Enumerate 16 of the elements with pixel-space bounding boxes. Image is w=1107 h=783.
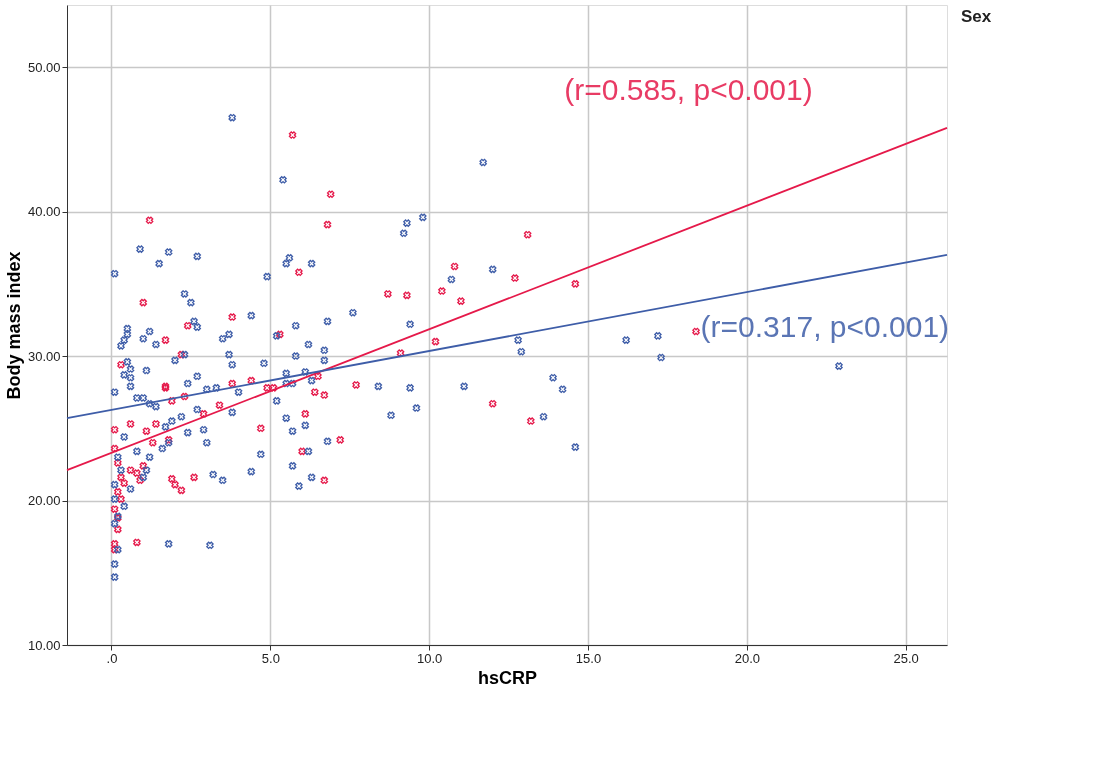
x-tick-label: .0 xyxy=(106,650,118,666)
y-tick-label: 20.00 xyxy=(27,493,61,509)
x-tick-label: 10.0 xyxy=(417,650,443,666)
y-tick-label: 30.00 xyxy=(27,348,61,364)
y-tick-label: 50.00 xyxy=(27,59,61,75)
x-tick-label: 20.0 xyxy=(734,650,761,666)
x-axis-title: hsCRP xyxy=(477,667,538,688)
legend-title: Sex xyxy=(961,7,992,26)
x-tick-label: 25.0 xyxy=(893,650,919,666)
y-axis-title: Body mass index xyxy=(3,251,24,400)
x-tick-label: 5.0 xyxy=(261,650,280,666)
x-tick-label: 15.0 xyxy=(575,650,602,666)
y-tick-label: 10.00 xyxy=(27,637,61,653)
annotation: (r=0.317, p<0.001) xyxy=(700,310,950,344)
y-tick-label: 40.00 xyxy=(27,204,61,220)
annotation: (r=0.585, p<0.001) xyxy=(564,73,813,107)
